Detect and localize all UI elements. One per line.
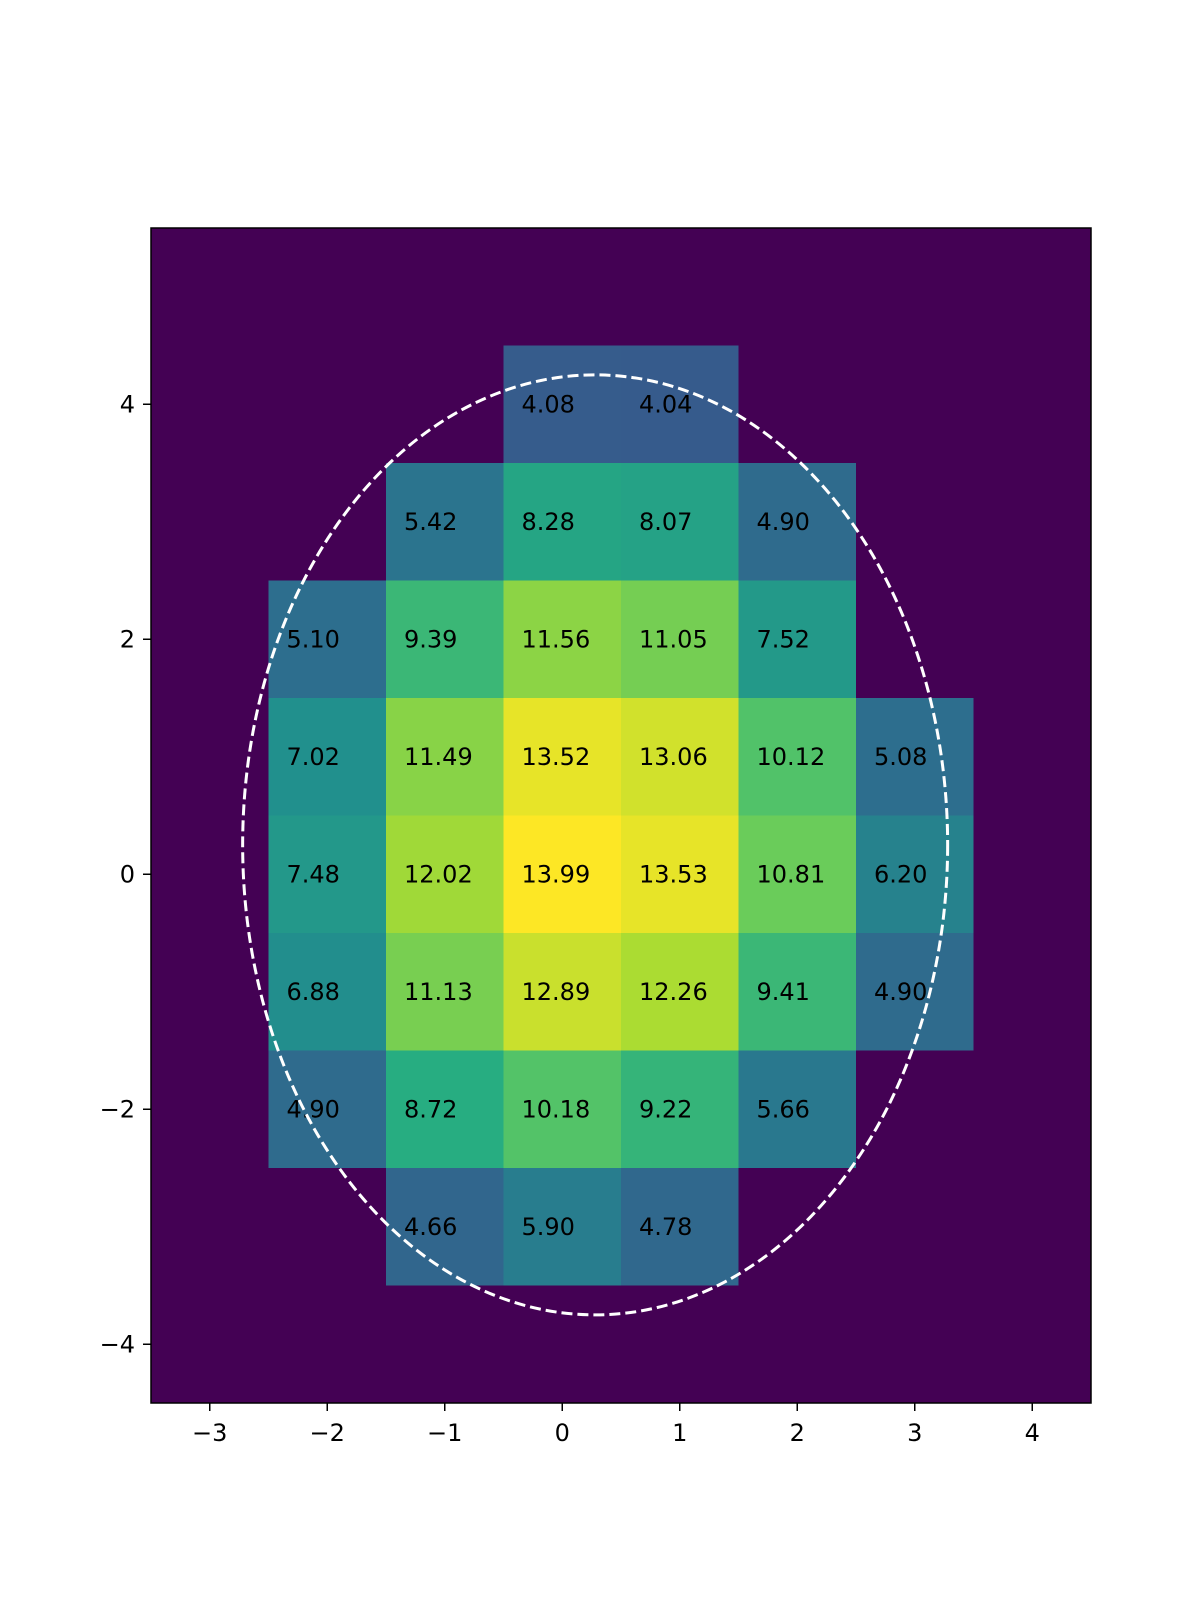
cell-value-label: 4.90 <box>287 1095 340 1123</box>
cell-value-label: 12.89 <box>522 978 591 1006</box>
cell-value-label: 4.04 <box>639 390 692 418</box>
y-tick-label: −2 <box>100 1095 135 1123</box>
heatmap-cell <box>268 933 386 1051</box>
cell-value-label: 11.13 <box>404 978 473 1006</box>
cell-value-label: 11.49 <box>404 743 473 771</box>
heatmap-cell <box>738 933 856 1051</box>
heatmap-cell <box>621 1050 739 1168</box>
heatmap-cell <box>503 698 621 816</box>
heatmap-cell <box>503 933 621 1051</box>
x-tick-label: 4 <box>1025 1419 1040 1447</box>
cell-value-label: 10.81 <box>757 860 826 888</box>
cell-value-label: 10.12 <box>757 743 826 771</box>
heatmap-cell <box>268 698 386 816</box>
cell-value-label: 7.02 <box>287 743 340 771</box>
heatmap-cell <box>856 933 974 1051</box>
heatmap-cell <box>621 815 739 933</box>
y-tick-label: 0 <box>120 860 135 888</box>
heatmap-cell <box>503 463 621 581</box>
heatmap-cell <box>503 1168 621 1286</box>
dashed-ellipse <box>241 373 950 1317</box>
cell-value-label: 13.06 <box>639 743 708 771</box>
heatmap-cell <box>503 580 621 698</box>
cell-value-label: 8.07 <box>639 508 692 536</box>
cell-value-label: 5.90 <box>522 1213 575 1241</box>
cell-value-label: 8.28 <box>522 508 575 536</box>
cell-value-label: 4.90 <box>757 508 810 536</box>
x-tick-label: 3 <box>907 1419 922 1447</box>
cell-value-label: 11.05 <box>639 625 708 653</box>
heatmap-cell <box>386 580 504 698</box>
plot-area: 4.08 4.04 5.42 8.28 8.07 4.90 5.10 9.39 11.56 11.… <box>150 227 1092 1404</box>
heatmap-cell <box>621 580 739 698</box>
heatmap-cell <box>621 698 739 816</box>
heatmap-cell <box>386 1168 504 1286</box>
heatmap-cell <box>738 698 856 816</box>
cell-value-label: 6.20 <box>874 860 927 888</box>
cell-value-label: 9.41 <box>757 978 810 1006</box>
cell-value-label: 7.48 <box>287 860 340 888</box>
y-tick-label: 2 <box>120 625 135 653</box>
heatmap-cell <box>386 463 504 581</box>
heatmap-cell <box>621 345 739 463</box>
y-tick-label: 4 <box>120 390 135 418</box>
cell-value-label: 5.08 <box>874 743 927 771</box>
heatmap-cell <box>621 933 739 1051</box>
cell-value-label: 5.10 <box>287 625 340 653</box>
x-tick-label: 2 <box>790 1419 805 1447</box>
cell-value-label: 7.52 <box>757 625 810 653</box>
cell-value-label: 4.78 <box>639 1213 692 1241</box>
heatmap-cell <box>386 815 504 933</box>
y-axis: −4 −2 0 2 4 <box>100 390 151 1358</box>
heatmap-cell <box>503 345 621 463</box>
heatmap-cell <box>386 933 504 1051</box>
heatmap-cell <box>738 815 856 933</box>
heatmap-cell <box>738 463 856 581</box>
x-tick-label: −1 <box>427 1419 462 1447</box>
cell-value-label: 12.02 <box>404 860 473 888</box>
heatmap-cell <box>386 698 504 816</box>
cell-value-label: 4.66 <box>404 1213 457 1241</box>
cell-value-label: 9.22 <box>639 1095 692 1123</box>
heatmap-cell <box>503 815 621 933</box>
heatmap-cell <box>621 1168 739 1286</box>
x-tick-label: −3 <box>192 1419 227 1447</box>
heatmap-cell <box>503 1050 621 1168</box>
cell-value-label: 5.42 <box>404 508 457 536</box>
x-axis: −3 −2 −1 0 1 2 3 4 <box>192 1403 1040 1447</box>
x-tick-label: −2 <box>310 1419 345 1447</box>
cell-value-label: 13.99 <box>522 860 591 888</box>
cell-value-label: 10.18 <box>522 1095 591 1123</box>
plot-frame <box>150 227 1092 1404</box>
cell-value-label: 9.39 <box>404 625 457 653</box>
cell-value-label: 13.52 <box>522 743 591 771</box>
heatmap-cell <box>268 580 386 698</box>
cell-value-label: 5.66 <box>757 1095 810 1123</box>
cell-value-label: 6.88 <box>287 978 340 1006</box>
heatmap-cell <box>268 815 386 933</box>
heatmap-cell <box>738 580 856 698</box>
cell-value-label: 12.26 <box>639 978 708 1006</box>
x-tick-label: 0 <box>555 1419 570 1447</box>
cell-value-label: 4.90 <box>874 978 927 1006</box>
y-tick-label: −4 <box>100 1330 135 1358</box>
heatmap-cell <box>856 815 974 933</box>
heatmap-cell <box>386 1050 504 1168</box>
heatmap-cell <box>738 1050 856 1168</box>
cell-value-label: 4.08 <box>522 390 575 418</box>
cell-value-label: 11.56 <box>522 625 591 653</box>
cell-value-label: 13.53 <box>639 860 708 888</box>
x-tick-label: 1 <box>672 1419 687 1447</box>
heatmap-cell <box>856 698 974 816</box>
cell-value-label: 8.72 <box>404 1095 457 1123</box>
heatmap-cell <box>621 463 739 581</box>
